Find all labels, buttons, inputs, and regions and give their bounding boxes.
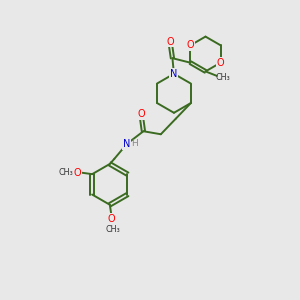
Text: O: O (107, 214, 115, 224)
Text: O: O (137, 109, 145, 119)
Text: CH₃: CH₃ (105, 225, 120, 234)
Text: O: O (217, 58, 224, 68)
Text: O: O (73, 168, 81, 178)
Text: O: O (187, 40, 194, 50)
Text: CH₃: CH₃ (59, 168, 74, 177)
Text: H: H (131, 140, 138, 148)
Text: O: O (166, 37, 174, 47)
Text: CH₃: CH₃ (215, 73, 230, 82)
Text: N: N (170, 69, 178, 79)
Text: N: N (123, 139, 130, 149)
